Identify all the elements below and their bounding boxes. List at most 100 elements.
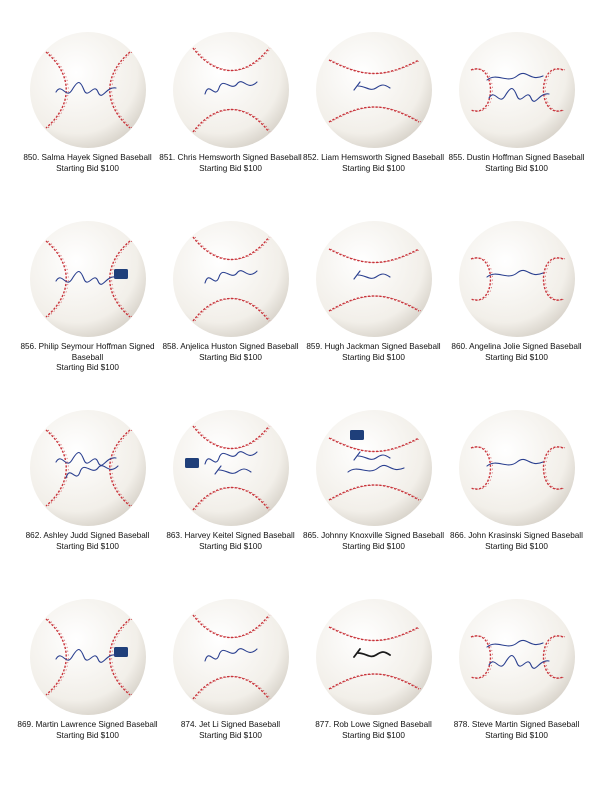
baseball-graphic [30,32,146,148]
autograph-signature [353,270,391,280]
lot-title: 859. Hugh Jackman Signed Baseball [306,342,441,351]
baseball-photo [28,219,148,339]
seam-stitching [194,425,272,449]
seam-stitching [330,295,422,312]
baseball-graphic [173,221,289,337]
lot-caption: 862. Ashley Judd Signed Baseball Startin… [16,531,159,552]
ball-body [30,599,146,715]
lot-855[interactable]: 855. Dustin Hoffman Signed Baseball Star… [445,0,588,189]
seam-stitching [328,484,420,501]
lot-caption: 874. Jet Li Signed Baseball Starting Bid… [159,720,302,741]
lot-874[interactable]: 874. Jet Li Signed Baseball Starting Bid… [159,567,302,756]
autograph-signature [65,465,119,479]
seam-stitching [192,486,270,511]
starting-bid: Starting Bid $100 [56,363,119,372]
lot-caption: 865. Johnny Knoxville Signed Baseball St… [302,531,445,552]
lot-851[interactable]: 851. Chris Hemsworth Signed Baseball Sta… [159,0,302,189]
seam-stitching [45,51,67,129]
lot-869[interactable]: 869. Martin Lawrence Signed Baseball Sta… [16,567,159,756]
baseball-photo [314,30,434,150]
lot-863[interactable]: 863. Harvey Keitel Signed Baseball Start… [159,378,302,567]
lot-title: 856. Philip Seymour Hoffman Signed Baseb… [20,342,155,362]
baseball-photo [314,597,434,717]
seam-stitching [109,618,131,696]
lot-860[interactable]: 860. Angelina Jolie Signed Baseball Star… [445,189,588,378]
seam-stitching [330,248,422,263]
autograph-signature [204,81,258,95]
mlb-logo-icon [350,430,364,440]
autograph-signature [353,81,391,91]
ball-body [173,221,289,337]
seam-stitching [45,429,67,507]
lot-859[interactable]: 859. Hugh Jackman Signed Baseball Starti… [302,189,445,378]
baseball-photo [171,30,291,150]
lot-caption: 877. Rob Lowe Signed Baseball Starting B… [302,720,445,741]
autograph-signature [486,458,544,467]
lot-title: 877. Rob Lowe Signed Baseball [315,720,432,729]
lot-858[interactable]: 858. Anjelica Huston Signed Baseball Sta… [159,189,302,378]
seam-stitching [330,437,422,452]
lot-title: 874. Jet Li Signed Baseball [180,720,281,729]
autograph-signature [55,648,117,663]
autograph-signature [353,451,391,461]
starting-bid: Starting Bid $100 [56,541,119,551]
lot-866[interactable]: 866. John Krasinski Signed Baseball Star… [445,378,588,567]
lot-title: 851. Chris Hemsworth Signed Baseball [159,153,302,162]
baseball-graphic [316,599,432,715]
seam-stitching [45,618,67,696]
seam-stitching [330,59,422,74]
mlb-logo-icon [114,269,128,279]
baseball-graphic [30,410,146,526]
lot-856[interactable]: 856. Philip Seymour Hoffman Signed Baseb… [16,189,159,378]
autograph-signature [347,464,405,473]
seam-stitching [194,236,272,260]
baseball-photo [171,219,291,339]
baseball-photo [28,597,148,717]
starting-bid: Starting Bid $100 [485,163,548,173]
starting-bid: Starting Bid $100 [199,163,262,173]
lot-caption: 851. Chris Hemsworth Signed Baseball Sta… [159,153,302,174]
lot-852[interactable]: 852. Liam Hemsworth Signed Baseball Star… [302,0,445,189]
starting-bid: Starting Bid $100 [342,163,405,173]
lot-865[interactable]: 865. Johnny Knoxville Signed Baseball St… [302,378,445,567]
seam-stitching [328,626,420,642]
baseball-graphic [459,221,575,337]
starting-bid: Starting Bid $100 [485,352,548,362]
ball-body [173,599,289,715]
ball-body [30,32,146,148]
baseball-photo [457,30,577,150]
baseball-photo [314,219,434,339]
autograph-signature [55,270,117,285]
lot-caption: 878. Steve Martin Signed Baseball Starti… [445,720,588,741]
seam-stitching [194,47,272,71]
lot-caption: 869. Martin Lawrence Signed Baseball Sta… [16,720,159,741]
baseball-photo [28,30,148,150]
lot-title: 878. Steve Martin Signed Baseball [453,720,580,729]
seam-stitching [192,47,270,72]
seam-stitching [194,298,272,322]
starting-bid: Starting Bid $100 [485,541,548,551]
ball-body [173,32,289,148]
lot-850[interactable]: 850. Salma Hayek Signed Baseball Startin… [16,0,159,189]
baseball-photo [457,408,577,528]
seam-stitching [328,437,420,453]
lot-title: 850. Salma Hayek Signed Baseball [23,153,152,162]
autograph-signature [204,270,258,284]
baseball-graphic [459,410,575,526]
ball-body [316,410,432,526]
starting-bid: Starting Bid $100 [56,730,119,740]
baseball-graphic [459,32,575,148]
baseball-photo [457,597,577,717]
baseball-graphic [30,221,146,337]
seam-stitching [109,240,131,318]
lot-title: 858. Anjelica Huston Signed Baseball [162,342,299,351]
starting-bid: Starting Bid $100 [199,541,262,551]
seam-stitching [109,429,131,507]
lot-862[interactable]: 862. Ashley Judd Signed Baseball Startin… [16,378,159,567]
seam-stitching [194,487,272,511]
ball-body [316,221,432,337]
lot-877[interactable]: 877. Rob Lowe Signed Baseball Starting B… [302,567,445,756]
baseball-photo [171,408,291,528]
lot-878[interactable]: 878. Steve Martin Signed Baseball Starti… [445,567,588,756]
seam-stitching [192,108,270,133]
